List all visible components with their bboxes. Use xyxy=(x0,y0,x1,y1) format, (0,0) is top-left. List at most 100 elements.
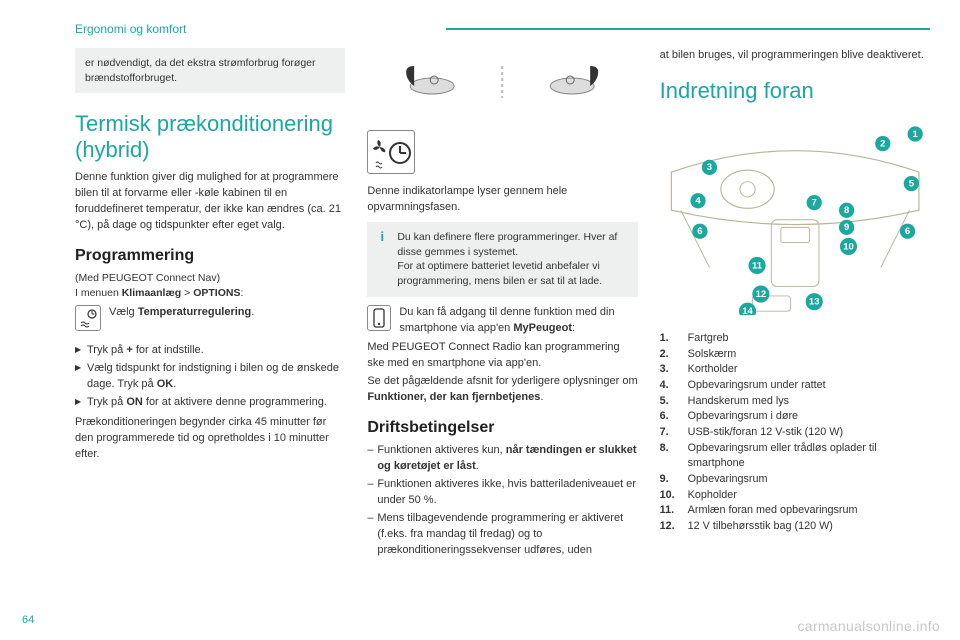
note-box: er nødvendigt, da det ekstra strømforbru… xyxy=(75,48,345,93)
svg-text:1: 1 xyxy=(912,129,918,140)
text: Kortholder xyxy=(688,362,738,378)
see-section-text: Se det pågældende afsnit for yderligere … xyxy=(367,374,637,406)
text: Handskerum med lys xyxy=(688,394,789,410)
text: Opbevaringsrum i døre xyxy=(688,409,798,425)
fan-clock-icon-wrap xyxy=(367,130,637,174)
text: . xyxy=(540,391,543,403)
content-columns: er nødvendigt, da det ekstra strømforbru… xyxy=(75,48,930,610)
list-item: 7.USB-stik/foran 12 V-stik (120 W) xyxy=(660,425,930,441)
info-line-2: For at optimere batteriet levetid anbefa… xyxy=(397,260,602,287)
text: Solskærm xyxy=(688,347,737,363)
svg-text:11: 11 xyxy=(752,261,763,272)
page-number: 64 xyxy=(22,614,34,626)
list-item: 8.Opbevaringsrum eller trådløs oplader t… xyxy=(660,441,930,472)
condition-1: Funktionen aktiveres kun, når tændingen … xyxy=(367,443,637,475)
text: USB-stik/foran 12 V-stik (120 W) xyxy=(688,425,843,441)
svg-text:2: 2 xyxy=(880,139,885,150)
text: Funktionen aktiveres kun, xyxy=(377,444,505,456)
label-temperaturregulering: Temperaturregulering xyxy=(138,306,252,318)
svg-text:14: 14 xyxy=(742,306,753,315)
text: Kopholder xyxy=(688,488,737,504)
svg-text:10: 10 xyxy=(843,242,854,253)
svg-text:4: 4 xyxy=(695,196,701,207)
section-heading-front-layout: Indretning foran xyxy=(660,78,930,103)
remote-functions: Funktioner, der kan fjernbetjenes xyxy=(367,391,540,403)
list-item: 6.Opbevaringsrum i døre xyxy=(660,409,930,425)
smartphone-text: Du kan få adgang til denne funktion med … xyxy=(399,305,637,337)
text: Armlæn foran med opbevaringsrum xyxy=(688,503,858,519)
info-line-1: Du kan definere flere programmeringer. H… xyxy=(397,231,617,258)
fan-clock-icon xyxy=(367,130,415,174)
text: Tryk på xyxy=(87,396,126,408)
text: I menuen xyxy=(75,287,122,299)
svg-text:9: 9 xyxy=(844,222,849,233)
svg-text:6: 6 xyxy=(905,226,910,237)
list-item: 9.Opbevaringsrum xyxy=(660,472,930,488)
svg-text:8: 8 xyxy=(844,205,849,216)
text: Opbevaringsrum under rattet xyxy=(688,378,826,394)
header-title: Ergonomi og komfort xyxy=(75,22,186,36)
watermark: carmanualsonline.info xyxy=(798,618,941,634)
text: : xyxy=(572,322,575,334)
text: Opbevaringsrum xyxy=(688,472,768,488)
column-2: Denne indikatorlampe lyser gennem hele o… xyxy=(367,48,637,610)
condition-3: Mens tilbagevendende programmering er ak… xyxy=(367,511,637,559)
text: > xyxy=(181,287,193,299)
text: Opbevaringsrum eller trådløs oplader til… xyxy=(688,441,930,472)
list-item: 1.Fartgreb xyxy=(660,331,930,347)
icon-temperature-row: Vælg Temperaturregulering. xyxy=(75,305,345,331)
header-rule xyxy=(446,28,930,30)
svg-text:12: 12 xyxy=(755,289,766,300)
continuation-text: at bilen bruges, vil programmeringen bli… xyxy=(660,48,930,64)
subheading-programming: Programmering xyxy=(75,244,345,267)
text: Vælg xyxy=(109,306,138,318)
svg-text:13: 13 xyxy=(809,297,820,308)
list-item: 11.Armlæn foran med opbevaringsrum xyxy=(660,503,930,519)
text: . xyxy=(173,378,176,390)
list-item: 2.Solskærm xyxy=(660,347,930,363)
menu-options: OPTIONS xyxy=(193,287,240,299)
list-item: 4.Opbevaringsrum under rattet xyxy=(660,378,930,394)
column-3: at bilen bruges, vil programmeringen bli… xyxy=(660,48,930,610)
text: Se det pågældende afsnit for yderligere … xyxy=(367,375,637,387)
programming-menu-path: I menuen Klimaanlæg > OPTIONS: xyxy=(75,286,345,301)
indicator-lamp-text: Denne indikatorlampe lyser gennem hele o… xyxy=(367,184,637,216)
programming-context: (Med PEUGEOT Connect Nav) xyxy=(75,271,345,286)
temperature-control-icon xyxy=(75,305,101,331)
subheading-conditions: Driftsbetingelser xyxy=(367,416,637,439)
app-mypeugeot: MyPeugeot xyxy=(513,322,572,334)
svg-text:6: 6 xyxy=(697,226,702,237)
text: . xyxy=(476,460,479,472)
smartphone-row: Du kan få adgang til denne funktion med … xyxy=(367,305,637,337)
list-item: 5.Handskerum med lys xyxy=(660,394,930,410)
list-item: 10.Kopholder xyxy=(660,488,930,504)
step-3: Tryk på ON for at aktivere denne program… xyxy=(75,395,345,411)
svg-text:5: 5 xyxy=(908,179,914,190)
svg-text:3: 3 xyxy=(706,162,711,173)
condition-2: Funktionen aktiveres ikke, hvis batteril… xyxy=(367,477,637,509)
info-box-programs: i Du kan definere flere programmeringer.… xyxy=(367,222,637,297)
icon-temperature-text: Vælg Temperaturregulering. xyxy=(109,305,254,321)
text: . xyxy=(251,306,254,318)
text: Fartgreb xyxy=(688,331,729,347)
column-1: er nødvendigt, da det ekstra strømforbru… xyxy=(75,48,345,610)
smartphone-icon xyxy=(367,305,391,331)
on-key: ON xyxy=(126,396,143,408)
svg-text:7: 7 xyxy=(811,198,816,209)
preconditioning-timing: Prækonditioneringen begynder cirka 45 mi… xyxy=(75,415,345,463)
front-layout-legend: 1.Fartgreb 2.Solskærm 3.Kortholder 4.Opb… xyxy=(660,331,930,534)
info-icon: i xyxy=(375,228,389,242)
heated-seats-illustration xyxy=(367,54,637,114)
connect-radio-text: Med PEUGEOT Connect Radio kan programmer… xyxy=(367,340,637,372)
text: for at aktivere denne programmering. xyxy=(143,396,327,408)
ok-key: OK xyxy=(157,378,174,390)
thermo-fan-icon xyxy=(78,308,98,328)
dashboard-illustration: 1 2 3 4 5 6 6 7 8 9 10 11 12 13 14 xyxy=(660,115,930,315)
text: 12 V tilbehørsstik bag (120 W) xyxy=(688,519,833,535)
step-1: Tryk på + for at indstille. xyxy=(75,343,345,359)
text: Vælg tidspunkt for indstigning i bilen o… xyxy=(87,362,339,390)
text: Tryk på xyxy=(87,344,126,356)
text: Du kan få adgang til denne funktion med … xyxy=(399,306,614,334)
page-header: Ergonomi og komfort xyxy=(75,22,930,36)
preconditioning-intro: Denne funktion giver dig mulighed for at… xyxy=(75,170,345,234)
